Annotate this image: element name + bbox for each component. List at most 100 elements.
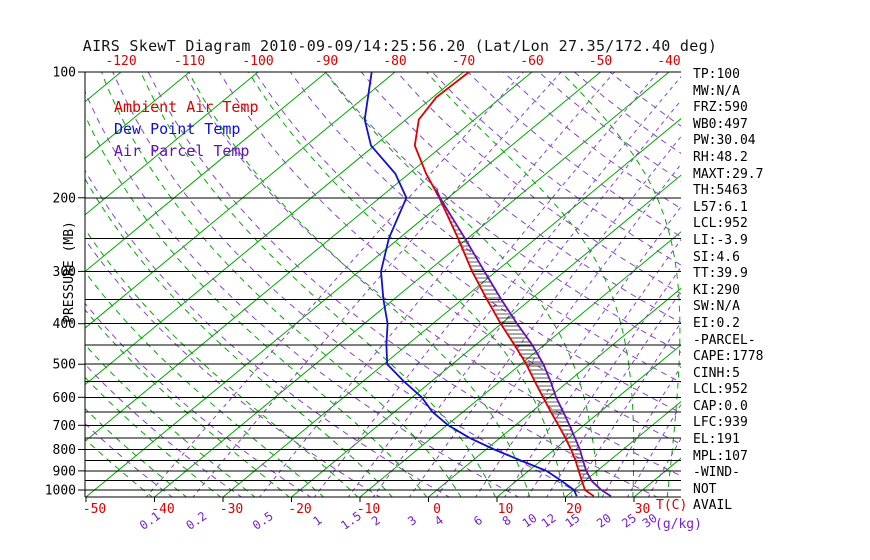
stat-line: MW:N/A xyxy=(693,83,740,99)
axis-lines xyxy=(78,71,681,502)
stat-line: LCL:952 xyxy=(693,216,748,232)
moist-adiabat-15 xyxy=(188,72,531,497)
isotherm--50 xyxy=(85,72,601,497)
moist-adiabat-lines xyxy=(85,72,681,497)
moist-adiabat-0 xyxy=(85,113,428,497)
mixing-ratio-tick-label: 3 xyxy=(405,513,419,529)
dry-adiabat--10 xyxy=(85,238,381,497)
isotherm-10 xyxy=(496,344,681,497)
series-dew-point-temp xyxy=(363,72,578,497)
isotherm-0 xyxy=(428,287,681,497)
moist-adiabat--35 xyxy=(85,407,188,497)
pressure-tick-label: 300 xyxy=(53,265,76,280)
stat-line: TH:5463 xyxy=(693,183,748,199)
top-temp-tick-label: -100 xyxy=(242,54,273,69)
isotherm--130 xyxy=(0,72,53,497)
dry-adiabat--20 xyxy=(85,302,312,497)
stat-line: L57:6.1 xyxy=(693,199,748,215)
pressure-tick-label: 100 xyxy=(53,66,76,81)
moist-adiabat--10 xyxy=(85,228,359,497)
stat-line: FRZ:590 xyxy=(693,100,748,116)
mixing-ratio-line-15 xyxy=(570,321,681,497)
isotherm-lines xyxy=(0,72,681,497)
bottom-temp-tick-label: -40 xyxy=(151,502,174,517)
stat-line: CAP:0.0 xyxy=(693,398,748,414)
moist-adiabat-20 xyxy=(248,72,565,497)
moist-adiabat--40 xyxy=(85,438,153,497)
top-temp-tick-label: -90 xyxy=(315,54,338,69)
mixing-ratio-tick-label: 4 xyxy=(432,513,446,529)
moist-adiabat-25 xyxy=(324,72,599,497)
bottom-temp-tick-label: 10 xyxy=(498,502,514,517)
pressure-tick-label: 1000 xyxy=(45,484,76,499)
pressure-tick-label: 700 xyxy=(53,419,76,434)
legend: Ambient Air Temp Dew Point Temp Air Parcel… xyxy=(114,96,259,162)
pressure-tick-label: 400 xyxy=(53,317,76,332)
isotherm--100 xyxy=(85,72,259,216)
chart-title: AIRS SkewT Diagram 2010-09-09/14:25:56.2… xyxy=(82,37,718,55)
stat-line: AVAIL xyxy=(693,498,733,514)
moist-adiabat-30 xyxy=(426,72,635,497)
mixing-ratio-unit-label: (g/kg) xyxy=(655,517,702,532)
temp-unit-label: T(C) xyxy=(656,498,688,513)
dry-adiabat-30 xyxy=(147,72,659,497)
top-temp-tick-label: -120 xyxy=(105,54,136,69)
mixing-ratio-tick-label: 6 xyxy=(471,513,485,529)
dry-adiabat-40 xyxy=(183,72,681,477)
moist-adiabat-10 xyxy=(140,72,496,497)
isotherm--90 xyxy=(85,72,327,273)
stat-line: EL:191 xyxy=(693,432,740,448)
stat-line: LFC:939 xyxy=(693,415,748,431)
stat-line: LCL:952 xyxy=(693,382,748,398)
bottom-temp-tick-label: -30 xyxy=(220,502,243,517)
stat-line: -PARCEL- xyxy=(693,332,756,348)
mixing-ratio-line-6 xyxy=(475,205,681,497)
mixing-ratio-line-1 xyxy=(313,72,659,497)
mixing-ratio-line-12 xyxy=(546,290,681,497)
stat-line: CAPE:1778 xyxy=(693,349,764,365)
dry-adiabat-90 xyxy=(360,72,681,324)
moist-adiabat-35 xyxy=(560,72,681,497)
isotherm--70 xyxy=(85,72,464,386)
moist-adiabat--20 xyxy=(85,309,290,497)
stat-line: SW:N/A xyxy=(693,299,740,315)
stat-line: NOT xyxy=(693,481,717,497)
moist-adiabat-5 xyxy=(101,72,462,497)
stat-line: MPL:107 xyxy=(693,448,748,464)
mixing-ratio-line-30 xyxy=(647,437,681,497)
sounding-curves xyxy=(363,72,612,497)
stat-line: KI:290 xyxy=(693,282,740,298)
top-temp-tick-label: -110 xyxy=(174,54,205,69)
bottom-temp-tick-label: 30 xyxy=(635,502,651,517)
top-temp-tick-label: -40 xyxy=(657,54,680,69)
top-temp-tick-label: -70 xyxy=(452,54,475,69)
pressure-tick-label: 900 xyxy=(53,464,76,479)
mixing-ratio-line-0.1 xyxy=(145,72,524,497)
mixing-ratio-line-0.5 xyxy=(258,72,615,497)
isotherm-20 xyxy=(565,400,681,497)
mixing-ratio-line-20 xyxy=(601,365,681,497)
dry-adiabat-20 xyxy=(112,72,589,497)
legend-item: Dew Point Temp xyxy=(114,120,241,138)
mixing-ratio-tick-label: 0.2 xyxy=(184,509,210,533)
stat-line: MAXT:29.7 xyxy=(693,166,764,182)
moist-adiabat--25 xyxy=(85,343,256,497)
dry-adiabat-60 xyxy=(254,72,681,414)
legend-item: Ambient Air Temp xyxy=(114,98,259,116)
mixing-ratio-line-8 xyxy=(503,238,681,497)
stat-line: WB0:497 xyxy=(693,116,748,132)
mixing-ratio-tick-label: 25 xyxy=(619,511,639,531)
stat-line: SI:4.6 xyxy=(693,249,740,265)
isotherm--110 xyxy=(85,72,190,159)
series-air-parcel-temp xyxy=(435,189,612,497)
mixing-ratio-line-25 xyxy=(626,403,681,497)
dry-adiabat-80 xyxy=(325,72,681,353)
top-temp-tick-label: -60 xyxy=(520,54,543,69)
bottom-temp-tick-label: -10 xyxy=(357,502,380,517)
dry-adiabat-70 xyxy=(289,72,681,384)
bottom-temp-tick-label: -20 xyxy=(288,502,311,517)
pressure-tick-label: 500 xyxy=(53,358,76,373)
pressure-tick-label: 200 xyxy=(53,191,76,206)
